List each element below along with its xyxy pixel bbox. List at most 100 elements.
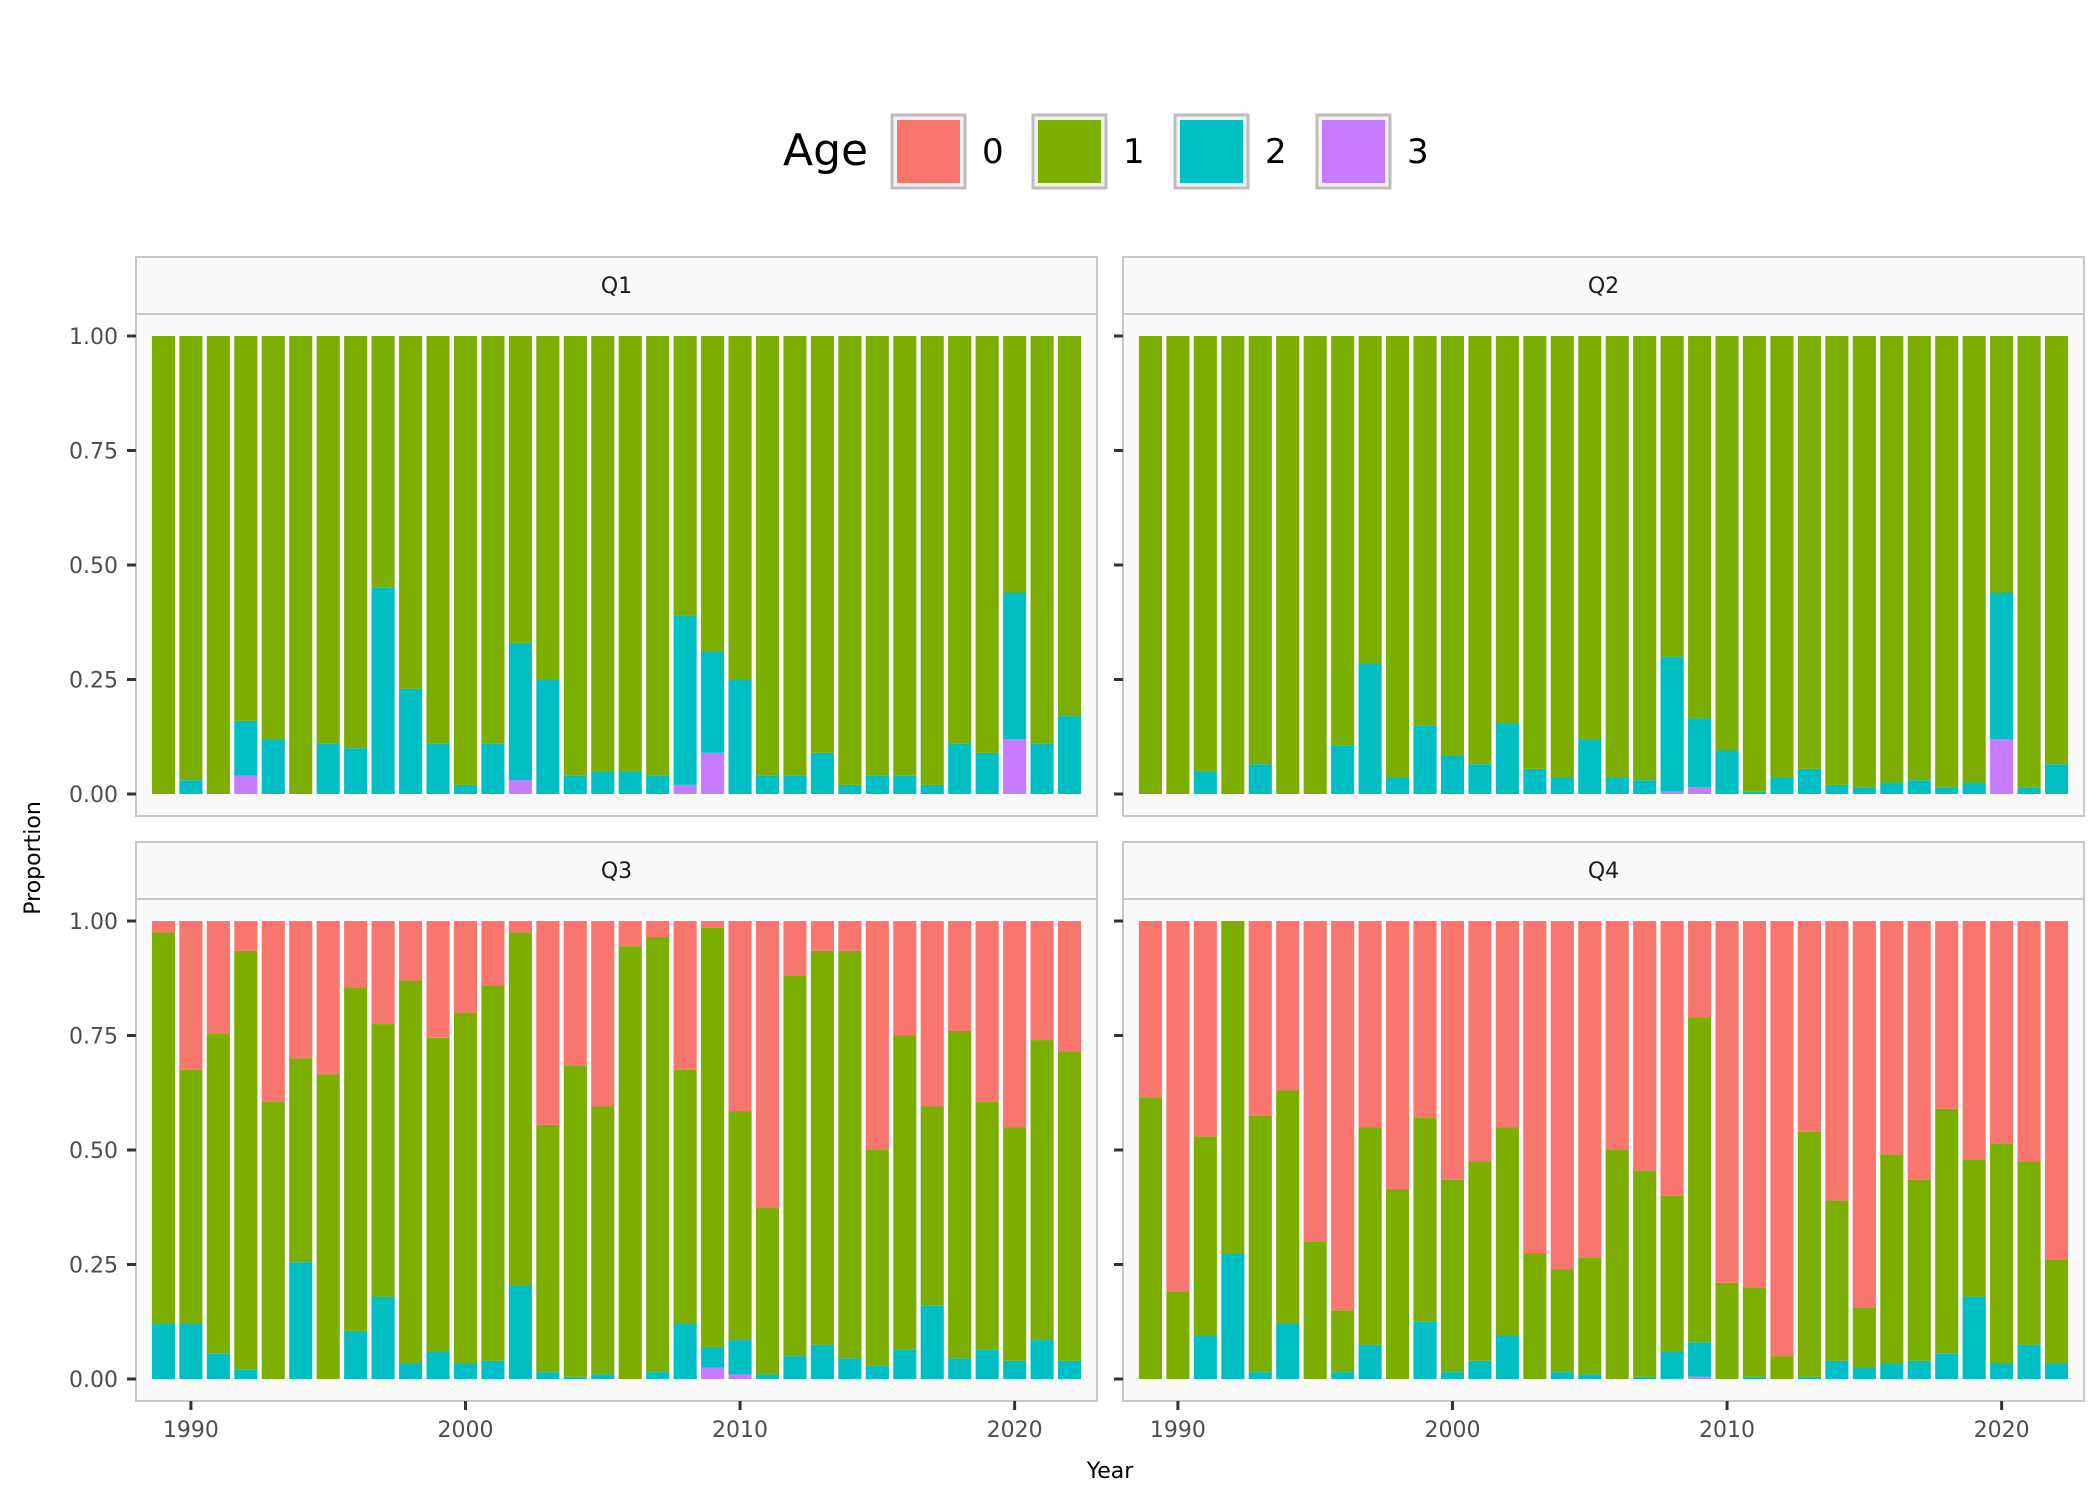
bar-segment-q3-2011-age-2 [755, 1374, 780, 1379]
bar-segment-q1-2002-age-2 [508, 642, 532, 781]
bar-segment-q2-2020-age-1 [1990, 336, 2014, 593]
panel-q1: Q1 0.00 0.25 0.50 0.75 1.00 [69, 256, 1098, 817]
bar-segment-q4-2011-age-1 [1742, 1287, 1767, 1377]
bar-segment-q1-1997-age-2 [371, 587, 395, 794]
panel-q4: Q4 1990 2000 2010 2020 [1114, 841, 2085, 1443]
bar-segment-q2-2012-age-1 [1770, 336, 1794, 778]
bar-segment-q3-2005-age-0 [591, 921, 615, 1107]
bar-segment-q2-2012-age-2 [1770, 777, 1794, 794]
legend-swatch-age-2 [1180, 120, 1243, 183]
bar-segment-q3-2014-age-2 [838, 1358, 862, 1379]
bar-segment-q4-1997-age-2 [1358, 1344, 1382, 1379]
bar-segment-q1-2001-age-1 [481, 336, 505, 744]
bar-segment-q2-2014-age-1 [1825, 336, 1849, 785]
x-tick-label: 2010 [1699, 1418, 1755, 1443]
bar-segment-q3-2007-age-2 [646, 1372, 670, 1379]
bar-segment-q2-2006-age-1 [1605, 336, 1629, 778]
bar-segment-q2-1991-age-1 [1193, 336, 1217, 772]
bar-segment-q4-2019-age-0 [1962, 921, 1986, 1160]
bar-segment-q3-1997-age-0 [371, 921, 395, 1025]
bar-segment-q3-2022-age-2 [1057, 1360, 1082, 1379]
bar-segment-q2-2010-age-2 [1715, 750, 1739, 794]
bar-segment-q4-2002-age-0 [1495, 921, 1519, 1128]
bar-segment-q4-1991-age-1 [1193, 1136, 1217, 1336]
bar-segment-q4-2010-age-1 [1715, 1282, 1739, 1379]
bar-segment-q4-2003-age-1 [1523, 1253, 1547, 1379]
bar-segment-q2-2004-age-1 [1550, 336, 1574, 778]
bar-segment-q2-1996-age-1 [1331, 336, 1355, 746]
bar-segment-q3-2012-age-1 [783, 975, 807, 1357]
bar-segment-q3-1994-age-1 [289, 1058, 313, 1263]
bar-segment-q2-2002-age-2 [1495, 723, 1519, 794]
bar-segment-q2-2007-age-1 [1633, 336, 1657, 781]
bar-segment-q1-2019-age-2 [975, 752, 999, 794]
bar-segment-q2-1995-age-1 [1303, 336, 1327, 794]
bar-segment-q2-2015-age-2 [1852, 787, 1876, 794]
legend: Age 0 1 2 3 [783, 113, 1429, 190]
bar-segment-q1-2020-age-1 [1003, 336, 1027, 593]
bar-segment-q2-2001-age-1 [1468, 336, 1492, 765]
bar-segment-q1-1992-age-3 [234, 775, 258, 794]
bar-segment-q2-1997-age-2 [1358, 663, 1382, 794]
bar-segment-q4-1992-age-1 [1221, 921, 1245, 1254]
bar-segment-q3-2020-age-0 [1003, 921, 1027, 1128]
bar-segment-q1-2004-age-1 [563, 336, 587, 776]
bar-segment-q3-2004-age-2 [563, 1376, 587, 1379]
bar-segment-q1-2003-age-1 [536, 336, 560, 680]
bar-segment-q4-2007-age-2 [1633, 1376, 1657, 1379]
bar-segment-q1-2002-age-1 [508, 336, 532, 643]
bar-segment-q3-2022-age-1 [1057, 1051, 1082, 1361]
bar-segment-q3-1997-age-2 [371, 1296, 395, 1379]
legend-swatch-age-0 [897, 120, 960, 183]
bar-segment-q2-1993-age-1 [1248, 336, 1272, 765]
bar-segment-q4-2003-age-0 [1523, 921, 1547, 1254]
bar-segment-q4-2004-age-1 [1550, 1269, 1574, 1373]
bar-segment-q4-2016-age-1 [1880, 1154, 1904, 1363]
bar-segment-q1-1994-age-1 [289, 336, 313, 794]
bar-segment-q2-2022-age-2 [2044, 764, 2069, 794]
bar-segment-q2-1994-age-1 [1276, 336, 1300, 794]
bar-segment-q1-2009-age-2 [701, 652, 725, 753]
bar-segment-q4-1990-age-0 [1166, 921, 1190, 1292]
bar-segment-q2-2013-age-2 [1797, 768, 1821, 794]
bar-segment-q3-2000-age-2 [453, 1362, 478, 1379]
bar-segment-q4-1994-age-2 [1276, 1324, 1300, 1379]
bar-segment-q1-2007-age-1 [646, 336, 670, 776]
bar-segment-q1-2009-age-3 [701, 752, 725, 794]
bar-segment-q2-2011-age-1 [1742, 336, 1767, 792]
bar-segment-q3-1998-age-0 [399, 921, 423, 981]
bar-segment-q1-1992-age-1 [234, 336, 258, 721]
y-tick-label: 0.00 [69, 783, 118, 808]
bar-segment-q4-1996-age-2 [1331, 1372, 1355, 1379]
bar-segment-q1-1989-age-1 [151, 336, 176, 794]
bar-segment-q4-1998-age-0 [1386, 921, 1410, 1189]
bar-segment-q3-2010-age-1 [728, 1111, 752, 1341]
bar-segment-q3-2007-age-0 [646, 921, 670, 938]
bar-segment-q1-2022-age-1 [1057, 336, 1082, 717]
bar-segment-q3-1996-age-2 [344, 1330, 368, 1379]
bar-segment-q4-2009-age-0 [1688, 921, 1712, 1018]
bar-segment-q3-2019-age-0 [975, 921, 999, 1102]
bar-segment-q3-2000-age-0 [453, 921, 478, 1013]
bar-segment-q3-2018-age-2 [948, 1358, 972, 1379]
bar-segment-q4-2018-age-1 [1935, 1108, 1959, 1354]
bar-segment-q4-2018-age-0 [1935, 921, 1959, 1109]
strip-label-q3: Q3 [601, 859, 632, 884]
bar-segment-q3-2003-age-1 [536, 1124, 560, 1373]
bar-segment-q4-2017-age-0 [1907, 921, 1931, 1180]
bar-segment-q3-1998-age-2 [399, 1362, 423, 1379]
x-axis-title: Year [1086, 1459, 1135, 1484]
bar-segment-q3-2020-age-1 [1003, 1127, 1027, 1361]
bar-segment-q1-1997-age-1 [371, 336, 395, 588]
bar-segment-q3-1989-age-1 [151, 932, 176, 1325]
bar-segment-q3-1994-age-2 [289, 1262, 313, 1379]
bar-segment-q1-2019-age-1 [975, 336, 999, 753]
y-tick-label: 1.00 [69, 325, 118, 350]
bar-segment-q4-2000-age-1 [1440, 1179, 1465, 1373]
bar-segment-q4-1996-age-1 [1331, 1310, 1355, 1373]
bar-segment-q3-1990-age-0 [179, 921, 203, 1070]
bar-segment-q4-2001-age-0 [1468, 921, 1492, 1162]
bar-segment-q4-2022-age-0 [2044, 921, 2069, 1260]
bar-segment-q4-2006-age-0 [1605, 921, 1629, 1150]
